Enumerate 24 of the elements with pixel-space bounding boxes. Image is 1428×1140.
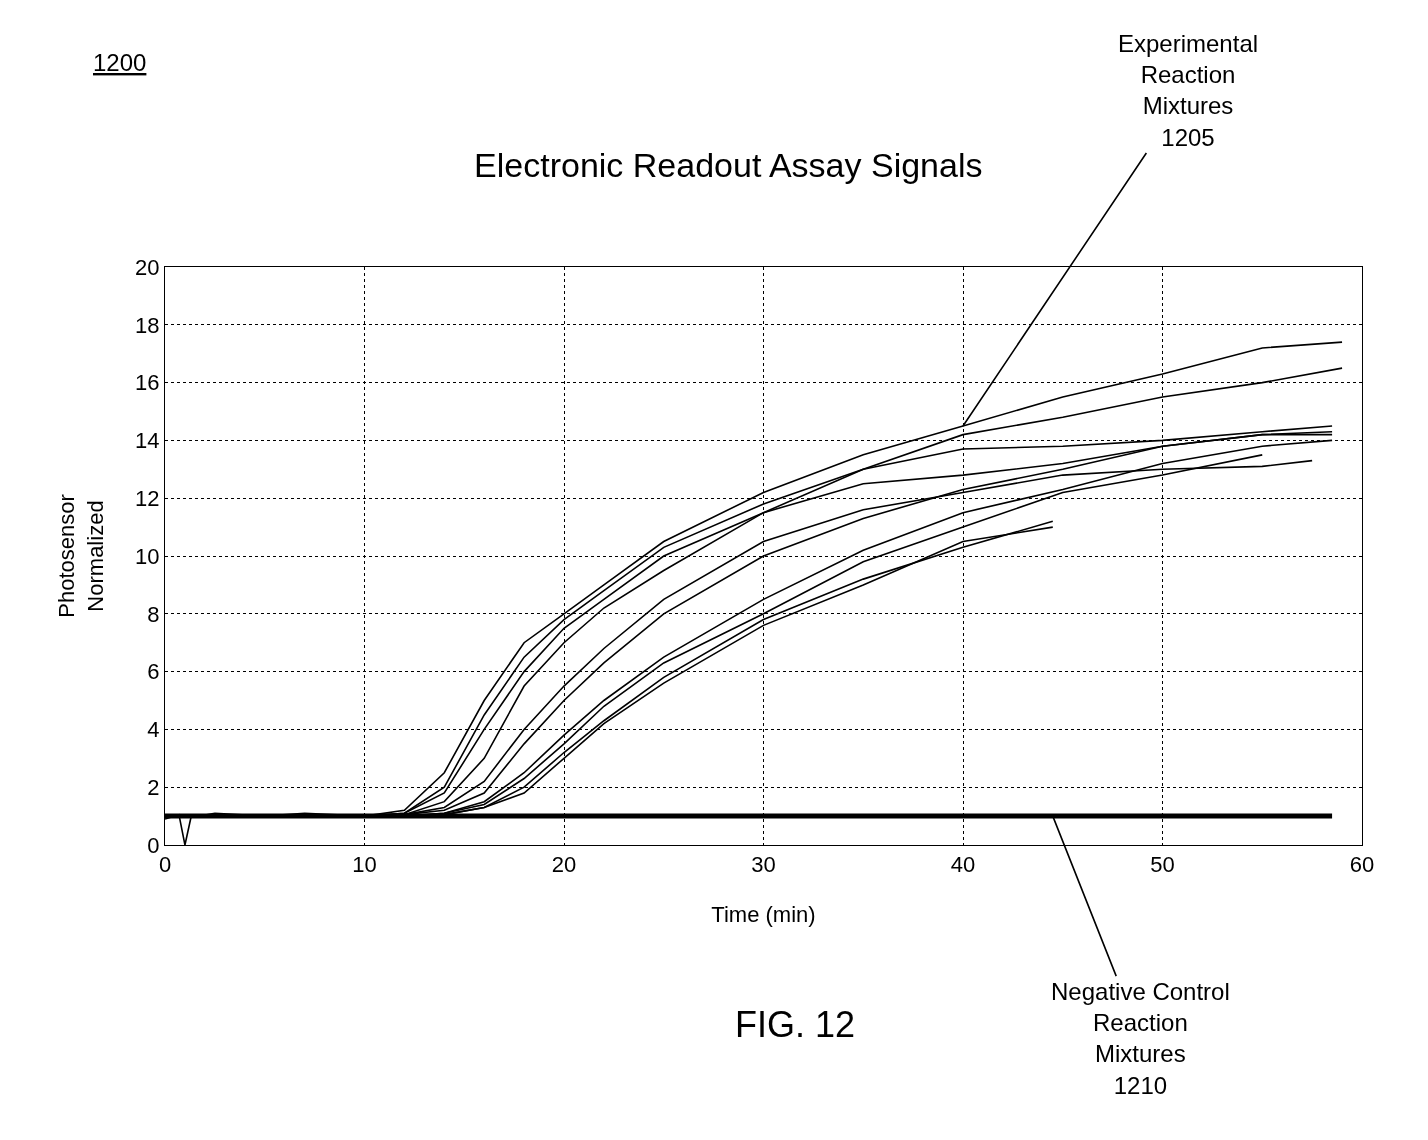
x-axis-title: Time (min) bbox=[711, 902, 816, 928]
y-tick-label: 4 bbox=[147, 717, 160, 743]
y-tick-label: 16 bbox=[135, 370, 160, 396]
x-tick-label: 50 bbox=[1150, 852, 1175, 878]
annotation: Negative Control Reaction Mixtures 1210 bbox=[1051, 978, 1230, 1099]
y-tick-label: 20 bbox=[135, 254, 160, 280]
chart-title: Electronic Readout Assay Signals bbox=[474, 146, 983, 185]
y-tick-label: 2 bbox=[147, 774, 160, 800]
x-tick-label: 10 bbox=[352, 852, 377, 878]
caption: FIG. 12 bbox=[735, 1004, 856, 1045]
x-tick-label: 20 bbox=[551, 852, 577, 878]
y-tick-label: 14 bbox=[135, 428, 160, 454]
x-tick-label: 60 bbox=[1349, 852, 1375, 878]
y-tick-label: 10 bbox=[135, 543, 160, 569]
y-tick-label: 6 bbox=[147, 659, 160, 685]
text: 1200 bbox=[93, 49, 147, 76]
y-tick-label: 18 bbox=[135, 312, 160, 338]
annotation: Experimental Reaction Mixtures 1205 bbox=[1118, 30, 1259, 151]
x-tick-label: 40 bbox=[950, 852, 976, 878]
x-tick-label: 30 bbox=[751, 852, 776, 878]
y-tick-label: 8 bbox=[147, 601, 160, 627]
y-tick-label: 12 bbox=[135, 485, 160, 511]
y-axis-title: Photosensor Normalized bbox=[54, 494, 108, 618]
y-tick-label: 0 bbox=[147, 832, 160, 858]
